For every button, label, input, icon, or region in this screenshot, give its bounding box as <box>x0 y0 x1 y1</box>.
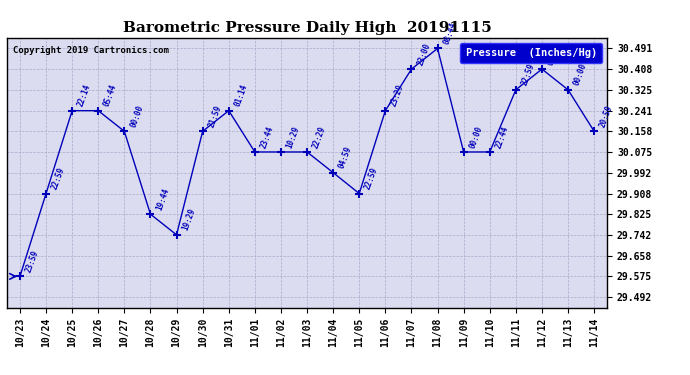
Text: 19:44: 19:44 <box>155 187 171 211</box>
Text: 04:59: 04:59 <box>337 145 354 170</box>
Text: 20:59: 20:59 <box>598 104 615 129</box>
Title: Barometric Pressure Daily High  20191115: Barometric Pressure Daily High 20191115 <box>123 21 491 35</box>
Text: 22:14: 22:14 <box>77 83 92 108</box>
Text: 23:29: 23:29 <box>390 83 406 108</box>
Text: 22:29: 22:29 <box>311 124 328 149</box>
Text: 00:00: 00:00 <box>468 124 484 149</box>
Text: 19:29: 19:29 <box>181 207 197 232</box>
Text: 08:44: 08:44 <box>442 21 458 46</box>
Text: 22:59: 22:59 <box>50 166 66 191</box>
Legend: Pressure  (Inches/Hg): Pressure (Inches/Hg) <box>460 43 602 63</box>
Text: 22:59: 22:59 <box>364 166 380 191</box>
Text: 22:59: 22:59 <box>520 62 536 87</box>
Text: 23:59: 23:59 <box>24 249 41 274</box>
Text: 21:59: 21:59 <box>207 104 223 129</box>
Text: 01:14: 01:14 <box>233 83 249 108</box>
Text: 22:44: 22:44 <box>494 124 511 149</box>
Text: Copyright 2019 Cartronics.com: Copyright 2019 Cartronics.com <box>13 46 169 55</box>
Text: 00:00: 00:00 <box>128 104 145 129</box>
Text: 05:44: 05:44 <box>102 83 119 108</box>
Text: 23:00: 23:00 <box>415 42 432 66</box>
Text: 10:29: 10:29 <box>285 124 302 149</box>
Text: 23:44: 23:44 <box>259 124 275 149</box>
Text: 00:00: 00:00 <box>572 62 589 87</box>
Text: 08: 08 <box>546 54 558 66</box>
